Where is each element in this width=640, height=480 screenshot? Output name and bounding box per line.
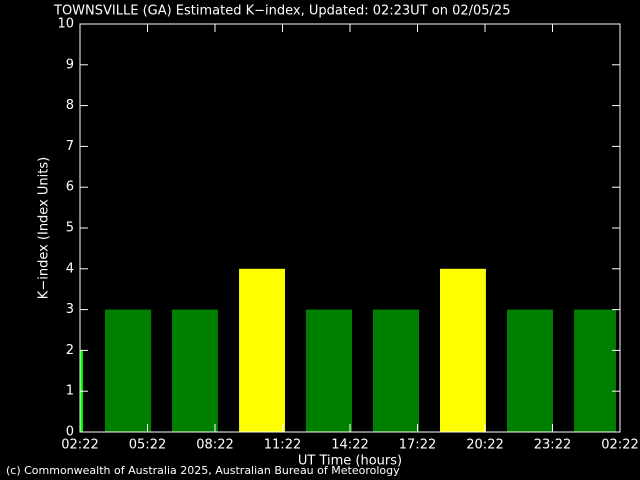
y-tick-label: 10 (57, 17, 74, 32)
x-tick-label: 11:22 (264, 438, 301, 453)
y-tick-label: 2 (66, 343, 74, 358)
footer: (c) Commonwealth of Australia 2025, Aust… (6, 464, 400, 477)
x-tick-label: 17:22 (399, 438, 436, 453)
bar (372, 309, 420, 432)
bar (239, 268, 285, 432)
x-tick-label: 20:22 (466, 438, 503, 453)
y-tick-label: 4 (66, 261, 74, 276)
y-tick-label: 9 (66, 57, 74, 72)
x-tick-label: 02:22 (61, 438, 98, 453)
y-tick-label: 8 (66, 98, 74, 113)
x-tick-label: 14:22 (331, 438, 368, 453)
y-tick-label: 0 (66, 425, 74, 440)
bar (104, 309, 152, 432)
bar (507, 309, 553, 432)
chart-title: TOWNSVILLE (GA) Estimated K−index, Updat… (53, 4, 510, 19)
bar (172, 309, 218, 432)
y-tick-label: 1 (66, 384, 74, 399)
y-tick-label: 7 (66, 139, 74, 154)
y-tick-label: 3 (66, 302, 74, 317)
y-tick-label: 6 (66, 180, 74, 195)
bar (440, 268, 486, 432)
y-axis-label: K−index (Index Units) (37, 157, 52, 299)
x-tick-label: 08:22 (196, 438, 233, 453)
x-tick-label: 02:22 (601, 438, 638, 453)
x-axis-label: UT Time (hours) (298, 454, 402, 469)
y-tick-label: 5 (66, 221, 74, 236)
bar (574, 309, 616, 432)
x-tick-label: 05:22 (129, 438, 166, 453)
bar (305, 309, 353, 432)
x-tick-label: 23:22 (534, 438, 571, 453)
